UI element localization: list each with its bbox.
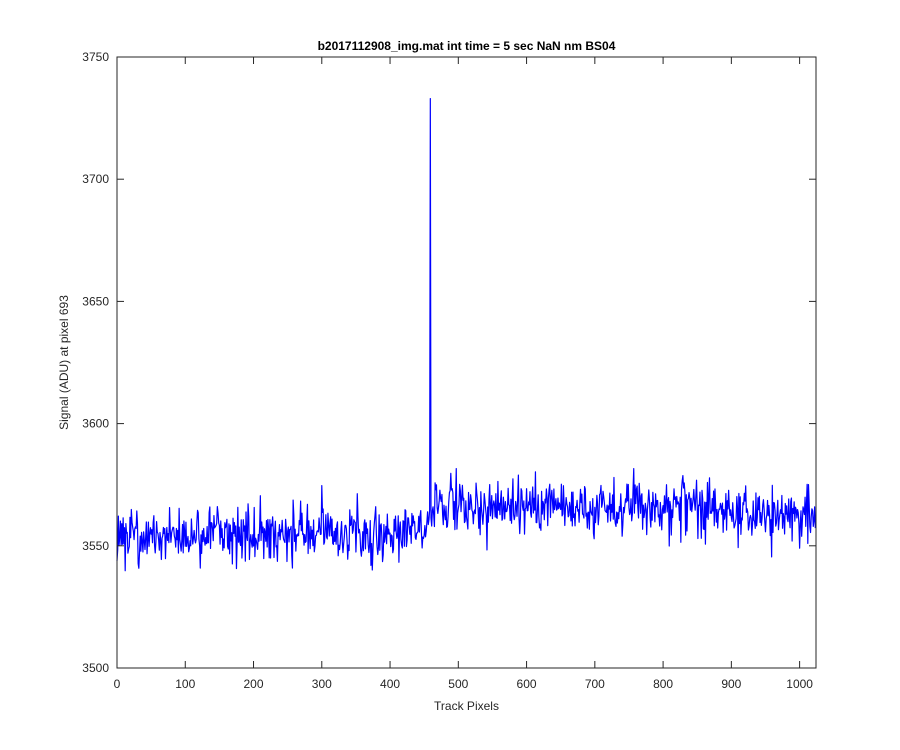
y-axis-ticks: 3500 3550 3600 3650 3700 3750 (82, 50, 816, 675)
x-tick-label: 500 (448, 677, 468, 691)
plot-area (117, 57, 816, 668)
x-tick-label: 800 (653, 677, 673, 691)
signal-series-line (116, 97, 816, 572)
y-tick-label: 3550 (82, 539, 109, 553)
x-tick-label: 700 (585, 677, 605, 691)
x-tick-label: 300 (312, 677, 332, 691)
x-tick-label: 900 (721, 677, 741, 691)
x-axis-ticks: 0 100 200 300 400 500 600 700 800 900 1000 (114, 57, 813, 691)
axes-box (116, 56, 817, 669)
x-tick-label: 400 (380, 677, 400, 691)
y-tick-label: 3650 (82, 294, 109, 308)
x-tick-label: 0 (114, 677, 121, 691)
x-tick-label: 600 (517, 677, 537, 691)
y-axis-label: Signal (ADU) at pixel 693 (57, 295, 71, 430)
x-axis-label: Track Pixels (434, 699, 499, 713)
chart-title: b2017112908_img.mat int time = 5 sec NaN… (318, 39, 616, 53)
series-layer (116, 97, 816, 572)
x-tick-label: 1000 (786, 677, 813, 691)
y-tick-label: 3500 (82, 661, 109, 675)
y-tick-label: 3600 (82, 417, 109, 431)
x-tick-label: 100 (175, 677, 195, 691)
y-tick-label: 3750 (82, 50, 109, 64)
y-tick-label: 3700 (82, 172, 109, 186)
x-tick-label: 200 (244, 677, 264, 691)
